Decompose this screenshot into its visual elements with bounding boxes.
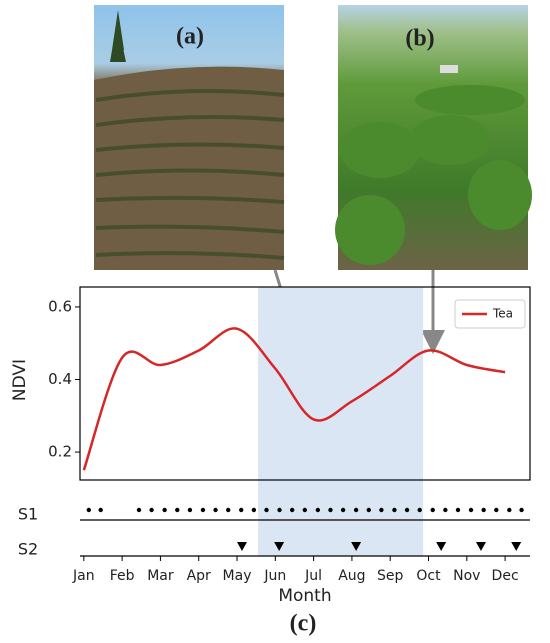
acquisition-dot [417, 507, 422, 513]
panel-label: (c) [290, 611, 317, 637]
x-tick-label: Aug [338, 568, 365, 584]
x-tick-label: Jan [72, 568, 95, 584]
legend-box [454, 299, 526, 329]
acquisition-dot [315, 507, 321, 513]
y-tick-label: 0.2 [48, 443, 72, 461]
x-tick-label: Dec [492, 568, 519, 584]
acquisition-dot [481, 507, 486, 513]
acquisition-dot [175, 507, 180, 513]
acquisition-triangle [511, 542, 522, 551]
x-tick-label: Jul [304, 568, 322, 584]
photo-b [335, 5, 532, 270]
line [82, 327, 506, 471]
acquisition-dot [162, 507, 167, 513]
acquisition-dot [353, 507, 359, 513]
acquisition-dot [366, 507, 371, 513]
acquisition-dot [239, 507, 244, 513]
shaded-range [258, 287, 424, 556]
acquisition-dot [264, 507, 269, 513]
x-tick-label: Jun [263, 568, 286, 584]
acquisition-dot [404, 507, 410, 513]
acquisition-dot [213, 507, 218, 513]
x-tick-label: Nov [453, 568, 480, 584]
y-axis-label: NDVI [10, 359, 30, 401]
acquisition-dot [507, 507, 512, 513]
y-tick-label: 0.4 [48, 370, 72, 388]
x-tick-label: Sep [377, 568, 404, 584]
acquisition-dot [519, 507, 524, 513]
x-tick-label: Feb [110, 568, 135, 584]
acquisition-dot [200, 507, 206, 513]
acquisition-dot [328, 507, 333, 513]
x-tick-label: Oct [416, 568, 441, 584]
acquisition-dot [98, 507, 103, 513]
acquisition-dot [277, 507, 282, 513]
acquisition-dot [226, 507, 231, 513]
acquisition-dot [86, 507, 92, 513]
acquisition-triangle [475, 542, 486, 551]
acquisition-dot [136, 507, 142, 513]
acquisition-triangle [436, 542, 447, 551]
x-tick-label: Mar [147, 568, 174, 584]
plot-frame [79, 286, 531, 481]
panel-label: (b) [405, 26, 434, 52]
acquisition-dot [455, 507, 461, 513]
acquisition-dot [289, 507, 295, 513]
acquisition-dot [443, 507, 448, 513]
x-tick-label: Apr [187, 568, 211, 584]
acquisition-dot [430, 507, 435, 513]
y-tick-label: 0.6 [48, 297, 72, 315]
acquisition-dot [340, 507, 346, 513]
acquisition-dot [379, 507, 384, 513]
sensor-label: S2 [18, 540, 38, 559]
x-tick-label: May [223, 568, 252, 584]
acquisition-dot [468, 507, 474, 513]
x-axis-label: Month [278, 586, 331, 606]
acquisition-dot [149, 507, 154, 513]
acquisition-triangle [274, 542, 285, 551]
acquisition-dot [302, 507, 308, 513]
acquisition-dot [392, 507, 397, 513]
acquisition-triangle [237, 542, 247, 551]
acquisition-dot [494, 507, 499, 513]
acquisition-dot [187, 507, 193, 513]
sensor-label: S1 [18, 505, 38, 524]
photo-a [94, 5, 285, 271]
acquisition-triangle [351, 542, 362, 551]
acquisition-dot [251, 507, 257, 513]
legend-label: Tea [492, 307, 513, 321]
panel-label: (a) [176, 24, 204, 50]
